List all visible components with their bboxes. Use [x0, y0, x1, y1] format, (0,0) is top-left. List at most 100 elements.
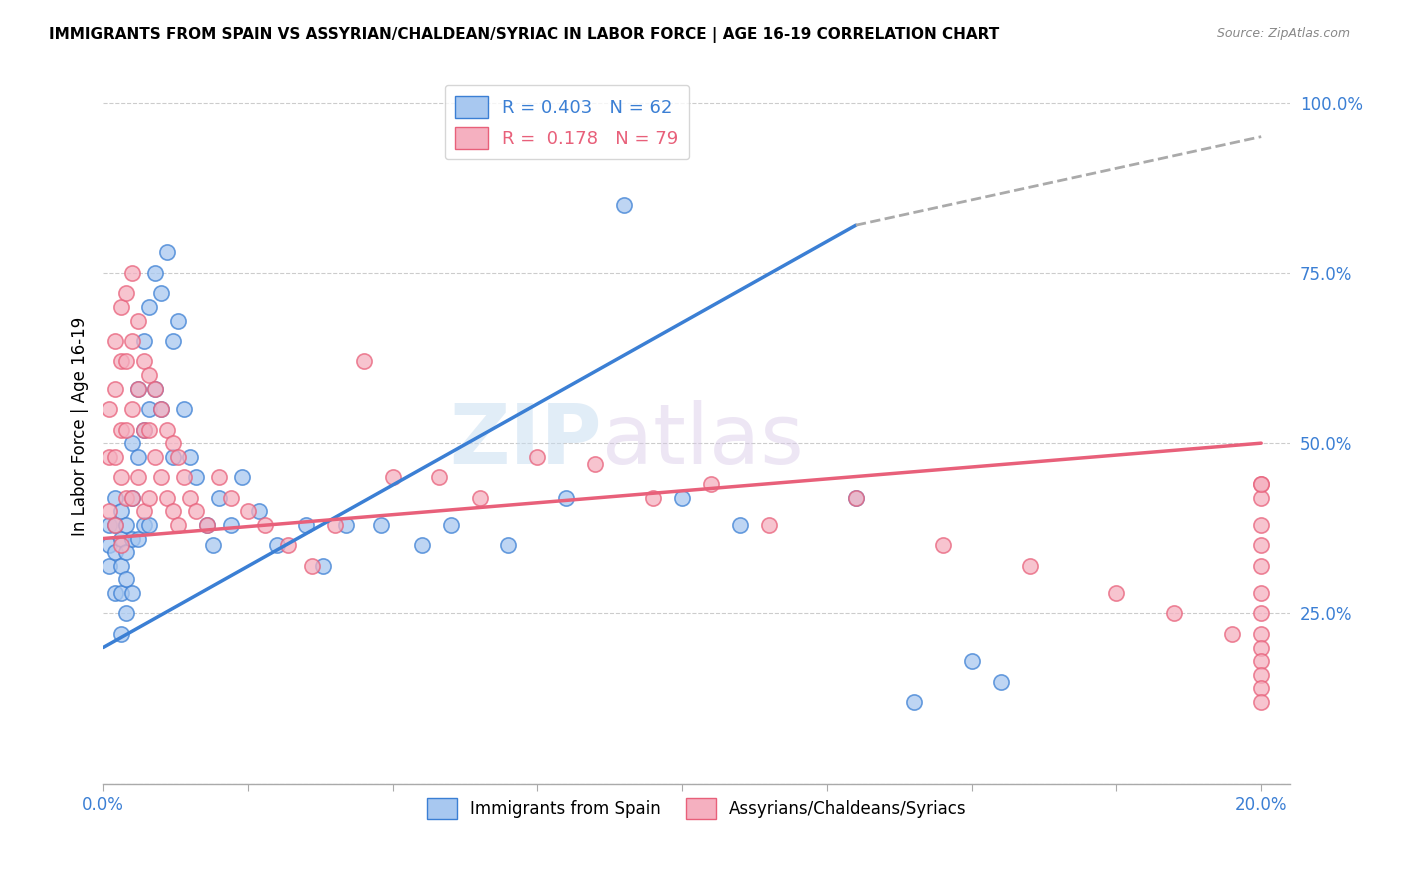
- Point: [583, 457, 606, 471]
- Point: [468, 491, 491, 505]
- Point: [1250, 667, 1272, 681]
- Point: [167, 517, 190, 532]
- Point: [104, 491, 127, 505]
- Point: [121, 532, 143, 546]
- Point: [115, 573, 138, 587]
- Point: [127, 470, 149, 484]
- Point: [104, 382, 127, 396]
- Point: [138, 402, 160, 417]
- Point: [121, 402, 143, 417]
- Point: [1250, 627, 1272, 641]
- Point: [127, 382, 149, 396]
- Point: [97, 504, 120, 518]
- Point: [643, 491, 665, 505]
- Point: [150, 402, 173, 417]
- Point: [115, 354, 138, 368]
- Point: [121, 586, 143, 600]
- Point: [156, 245, 179, 260]
- Point: [115, 423, 138, 437]
- Point: [845, 491, 868, 505]
- Point: [1250, 517, 1272, 532]
- Point: [121, 334, 143, 348]
- Point: [127, 532, 149, 546]
- Point: [195, 517, 218, 532]
- Point: [1220, 627, 1243, 641]
- Point: [1105, 586, 1128, 600]
- Point: [1250, 654, 1272, 668]
- Point: [97, 538, 120, 552]
- Point: [728, 517, 751, 532]
- Point: [162, 450, 184, 464]
- Point: [179, 491, 201, 505]
- Point: [932, 538, 955, 552]
- Point: [121, 266, 143, 280]
- Point: [173, 470, 195, 484]
- Text: atlas: atlas: [602, 400, 803, 481]
- Point: [138, 368, 160, 382]
- Point: [312, 558, 335, 573]
- Point: [127, 450, 149, 464]
- Text: Source: ZipAtlas.com: Source: ZipAtlas.com: [1216, 27, 1350, 40]
- Point: [1250, 640, 1272, 655]
- Point: [758, 517, 780, 532]
- Point: [97, 402, 120, 417]
- Point: [427, 470, 450, 484]
- Point: [370, 517, 392, 532]
- Point: [143, 382, 166, 396]
- Point: [1250, 491, 1272, 505]
- Point: [323, 517, 346, 532]
- Point: [266, 538, 288, 552]
- Point: [104, 545, 127, 559]
- Point: [1018, 558, 1040, 573]
- Point: [1250, 586, 1272, 600]
- Point: [249, 504, 271, 518]
- Point: [110, 558, 132, 573]
- Point: [219, 517, 242, 532]
- Point: [526, 450, 548, 464]
- Point: [104, 334, 127, 348]
- Point: [294, 517, 316, 532]
- Point: [121, 436, 143, 450]
- Point: [231, 470, 253, 484]
- Point: [555, 491, 578, 505]
- Point: [1250, 477, 1272, 491]
- Point: [110, 470, 132, 484]
- Point: [115, 607, 138, 621]
- Point: [1250, 607, 1272, 621]
- Point: [1250, 695, 1272, 709]
- Point: [208, 491, 231, 505]
- Point: [104, 586, 127, 600]
- Point: [138, 300, 160, 314]
- Point: [277, 538, 299, 552]
- Point: [110, 423, 132, 437]
- Point: [97, 558, 120, 573]
- Point: [179, 450, 201, 464]
- Point: [110, 504, 132, 518]
- Point: [1250, 538, 1272, 552]
- Point: [143, 266, 166, 280]
- Point: [138, 517, 160, 532]
- Point: [184, 504, 207, 518]
- Point: [97, 517, 120, 532]
- Point: [990, 674, 1012, 689]
- Point: [115, 286, 138, 301]
- Point: [1250, 681, 1272, 696]
- Point: [498, 538, 520, 552]
- Point: [104, 517, 127, 532]
- Point: [127, 313, 149, 327]
- Point: [110, 586, 132, 600]
- Point: [335, 517, 357, 532]
- Point: [613, 198, 636, 212]
- Point: [208, 470, 231, 484]
- Point: [195, 517, 218, 532]
- Point: [1163, 607, 1185, 621]
- Point: [156, 423, 179, 437]
- Point: [173, 402, 195, 417]
- Point: [104, 517, 127, 532]
- Point: [150, 286, 173, 301]
- Point: [184, 470, 207, 484]
- Point: [411, 538, 433, 552]
- Point: [115, 491, 138, 505]
- Point: [150, 402, 173, 417]
- Point: [104, 450, 127, 464]
